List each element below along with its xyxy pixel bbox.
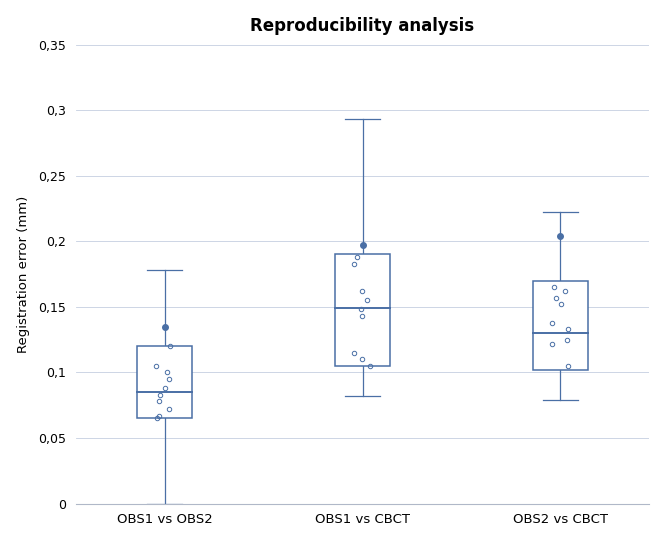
Bar bbox=[137, 346, 192, 418]
Y-axis label: Registration error (mm): Registration error (mm) bbox=[17, 195, 30, 353]
Bar bbox=[533, 281, 588, 370]
Title: Reproducibility analysis: Reproducibility analysis bbox=[250, 17, 475, 35]
Bar bbox=[335, 255, 390, 366]
